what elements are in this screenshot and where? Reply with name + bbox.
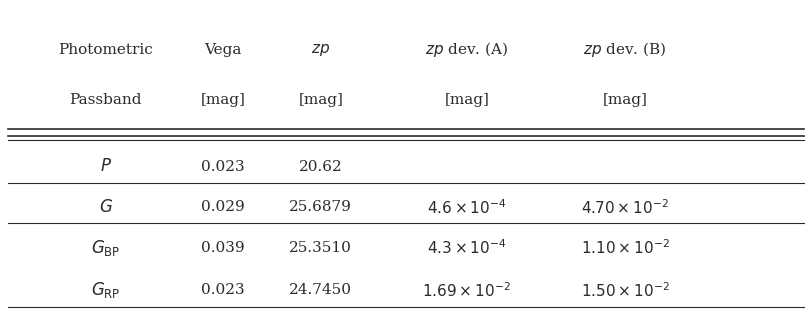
Text: [mag]: [mag] bbox=[298, 93, 343, 107]
Text: $4.6 \times 10^{-4}$: $4.6 \times 10^{-4}$ bbox=[427, 198, 506, 217]
Text: $4.3 \times 10^{-4}$: $4.3 \times 10^{-4}$ bbox=[427, 239, 506, 257]
Text: Vega: Vega bbox=[204, 43, 242, 57]
Text: $G_{\mathrm{RP}}$: $G_{\mathrm{RP}}$ bbox=[91, 280, 120, 300]
Text: $zp$ dev. (B): $zp$ dev. (B) bbox=[583, 41, 666, 59]
Text: [mag]: [mag] bbox=[444, 93, 489, 107]
Text: 0.023: 0.023 bbox=[201, 160, 245, 174]
Text: 20.62: 20.62 bbox=[298, 160, 342, 174]
Text: $1.69 \times 10^{-2}$: $1.69 \times 10^{-2}$ bbox=[422, 281, 511, 300]
Text: Passband: Passband bbox=[69, 93, 142, 107]
Text: $G_{\mathrm{BP}}$: $G_{\mathrm{BP}}$ bbox=[91, 238, 120, 258]
Text: $G$: $G$ bbox=[98, 199, 113, 216]
Text: $zp$ dev. (A): $zp$ dev. (A) bbox=[425, 41, 508, 59]
Text: 25.6879: 25.6879 bbox=[289, 201, 352, 214]
Text: $zp$: $zp$ bbox=[311, 42, 330, 58]
Text: $P$: $P$ bbox=[100, 158, 111, 175]
Text: [mag]: [mag] bbox=[200, 93, 246, 107]
Text: 25.3510: 25.3510 bbox=[289, 241, 352, 255]
Text: Photometric: Photometric bbox=[58, 43, 152, 57]
Text: 0.039: 0.039 bbox=[201, 241, 245, 255]
Text: $1.50 \times 10^{-2}$: $1.50 \times 10^{-2}$ bbox=[580, 281, 669, 300]
Text: $1.10 \times 10^{-2}$: $1.10 \times 10^{-2}$ bbox=[580, 239, 669, 257]
Text: $4.70 \times 10^{-2}$: $4.70 \times 10^{-2}$ bbox=[581, 198, 668, 217]
Text: [mag]: [mag] bbox=[602, 93, 647, 107]
Text: 0.029: 0.029 bbox=[201, 201, 245, 214]
Text: 24.7450: 24.7450 bbox=[289, 283, 352, 297]
Text: 0.023: 0.023 bbox=[201, 283, 245, 297]
